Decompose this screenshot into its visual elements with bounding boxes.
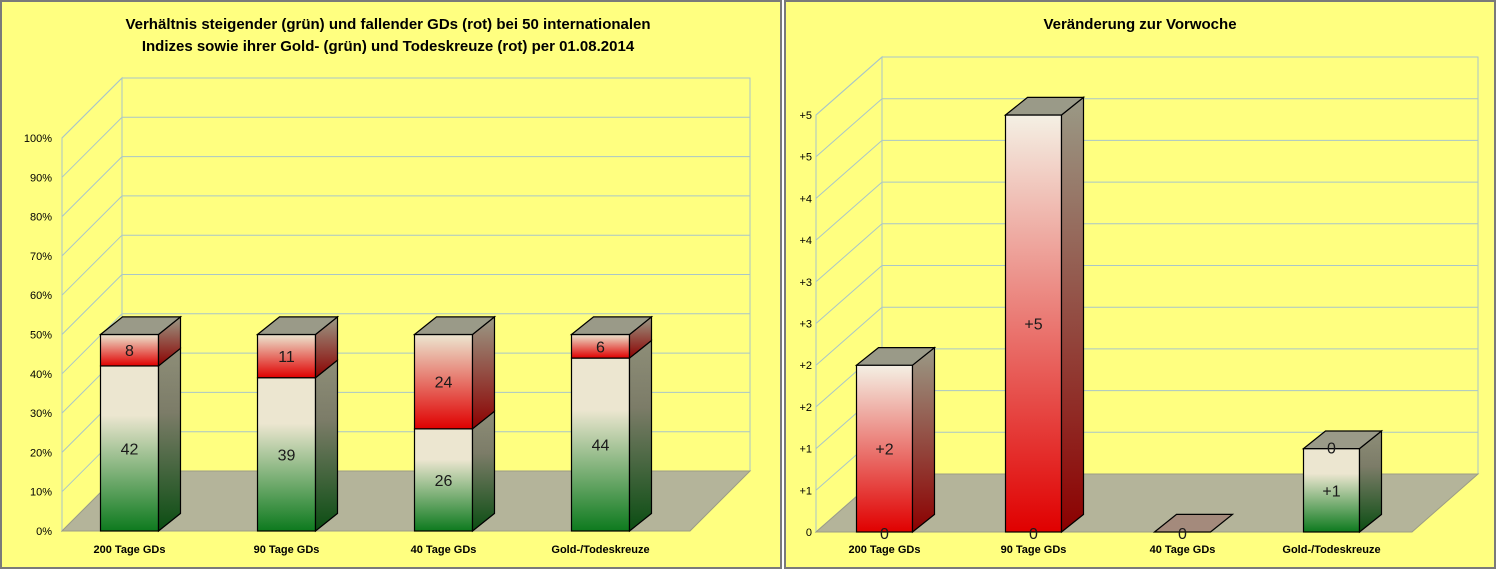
gridline bbox=[815, 306, 1478, 366]
x-category-label: Gold-/Todeskreuze bbox=[1282, 544, 1380, 556]
data-label: 44 bbox=[592, 438, 610, 455]
data-label: 42 bbox=[121, 441, 139, 458]
y-tick-label: 0 bbox=[806, 527, 812, 539]
y-tick-label: 20% bbox=[30, 447, 52, 459]
bar-top bbox=[255, 316, 340, 336]
x-category-label: 200 Tage GDs bbox=[849, 544, 921, 556]
bar-top bbox=[854, 347, 937, 366]
data-label: 0 bbox=[1178, 526, 1187, 543]
y-tick-label: +2 bbox=[799, 402, 812, 414]
y-tick-label: +5 bbox=[799, 152, 812, 164]
gridline bbox=[61, 116, 750, 178]
y-tick-label: 10% bbox=[30, 487, 52, 499]
y-tick-label: +3 bbox=[799, 277, 812, 289]
y-tick-label: 60% bbox=[30, 290, 52, 302]
y-tick-label: 50% bbox=[30, 330, 52, 342]
data-label: 0 bbox=[880, 526, 889, 543]
y-tick-label: +4 bbox=[799, 235, 812, 247]
data-label: 0 bbox=[1327, 441, 1336, 458]
bar-red-front bbox=[256, 333, 317, 379]
gridline bbox=[815, 223, 1478, 283]
bar-red-side bbox=[1060, 96, 1085, 534]
bar-green-front bbox=[570, 357, 631, 532]
bars bbox=[98, 315, 654, 533]
bar-red-side bbox=[471, 315, 496, 431]
y-tick-label: 0% bbox=[36, 526, 52, 538]
bar-top bbox=[412, 316, 497, 336]
data-label: +1 bbox=[1322, 483, 1340, 500]
y-tick-label: 90% bbox=[30, 172, 52, 184]
bar-green-side bbox=[314, 358, 339, 533]
gridline bbox=[61, 234, 750, 296]
y-tick-label: 30% bbox=[30, 408, 52, 420]
bar-green-front bbox=[1302, 448, 1361, 533]
y-tick-label: 70% bbox=[30, 251, 52, 263]
y-tick-label: +1 bbox=[799, 444, 812, 456]
bars bbox=[854, 96, 1384, 534]
y-tick-label: +2 bbox=[799, 360, 812, 372]
y-tick-label: 100% bbox=[24, 133, 52, 145]
y-tick-label: +4 bbox=[799, 193, 812, 205]
x-category-label: 90 Tage GDs bbox=[254, 544, 320, 556]
gridline bbox=[815, 265, 1478, 324]
bar-top bbox=[1301, 430, 1384, 450]
bar-green-side bbox=[628, 339, 653, 533]
data-label: 11 bbox=[278, 349, 295, 366]
y-tick-label: +5 bbox=[799, 110, 812, 122]
bar-top bbox=[1003, 96, 1086, 116]
data-label: 39 bbox=[278, 447, 296, 464]
y-tick-label: +1 bbox=[799, 485, 812, 497]
bar-red-front bbox=[1004, 114, 1063, 533]
gridline bbox=[61, 77, 750, 139]
data-label: 6 bbox=[596, 339, 605, 356]
y-tick-label: +3 bbox=[799, 319, 812, 331]
gridline bbox=[815, 181, 1478, 241]
bar-top bbox=[569, 316, 654, 336]
y-tick-label: 40% bbox=[30, 369, 52, 381]
data-label: 0 bbox=[1029, 526, 1038, 543]
bar-zero-top bbox=[1152, 513, 1235, 533]
gridline bbox=[61, 156, 750, 217]
bar-red-front bbox=[855, 364, 914, 533]
gridline bbox=[815, 56, 1478, 116]
data-label: 24 bbox=[435, 375, 453, 392]
x-category-label: Gold-/Todeskreuze bbox=[551, 544, 649, 556]
data-label: 8 bbox=[125, 343, 134, 360]
x-category-label: 40 Tage GDs bbox=[1150, 544, 1216, 556]
chart-title: Indizes sowie ihrer Gold- (grün) und Tod… bbox=[142, 38, 635, 55]
bar-top bbox=[98, 316, 183, 336]
data-label: 26 bbox=[435, 473, 453, 490]
bar-red-side bbox=[911, 346, 936, 534]
gridline bbox=[815, 139, 1478, 199]
x-category-label: 200 Tage GDs bbox=[94, 544, 166, 556]
gridline bbox=[61, 313, 750, 375]
gridline bbox=[61, 274, 750, 335]
x-category-label: 90 Tage GDs bbox=[1001, 544, 1067, 556]
chart-title: Verhältnis steigender (grün) und fallend… bbox=[125, 16, 650, 33]
x-category-label: 40 Tage GDs bbox=[411, 544, 477, 556]
y-tick-label: 80% bbox=[30, 212, 52, 224]
gridline bbox=[61, 195, 750, 257]
data-label: +2 bbox=[875, 442, 893, 459]
bar-green-side bbox=[157, 347, 182, 533]
chart-title: Veränderung zur Vorwoche bbox=[1043, 16, 1236, 33]
bar-red-front bbox=[99, 333, 160, 367]
bar-green-side bbox=[471, 409, 496, 533]
chart-panel-gd-ratio: 0% 10% 20% 30% 40% 50% 60% 70% 80% 90% 100% 42 8 200 … bbox=[0, 0, 782, 569]
data-label: +5 bbox=[1024, 317, 1042, 334]
gridline bbox=[815, 98, 1478, 158]
bar-green-front bbox=[413, 428, 474, 532]
